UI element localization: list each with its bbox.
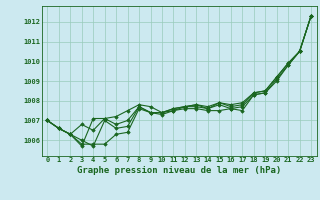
X-axis label: Graphe pression niveau de la mer (hPa): Graphe pression niveau de la mer (hPa) — [77, 166, 281, 175]
